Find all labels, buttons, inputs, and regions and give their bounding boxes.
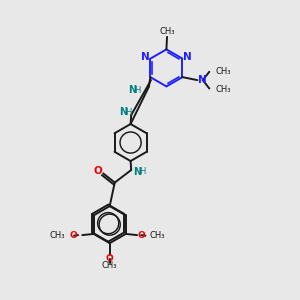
Text: N: N bbox=[141, 52, 150, 62]
Text: O: O bbox=[94, 167, 103, 176]
Text: N: N bbox=[133, 167, 141, 177]
Text: N: N bbox=[198, 75, 207, 85]
Text: N: N bbox=[183, 52, 192, 62]
Text: CH₃: CH₃ bbox=[50, 231, 65, 240]
Text: H: H bbox=[126, 108, 132, 117]
Text: CH₃: CH₃ bbox=[215, 85, 230, 94]
Text: CH₃: CH₃ bbox=[159, 27, 175, 36]
Text: N: N bbox=[119, 107, 127, 117]
Text: CH₃: CH₃ bbox=[215, 67, 230, 76]
Text: H: H bbox=[134, 86, 141, 95]
Text: O: O bbox=[70, 231, 77, 240]
Text: CH₃: CH₃ bbox=[102, 261, 117, 270]
Text: N: N bbox=[128, 85, 136, 95]
Text: O: O bbox=[106, 254, 114, 263]
Text: H: H bbox=[139, 167, 146, 176]
Text: O: O bbox=[137, 231, 145, 240]
Text: CH₃: CH₃ bbox=[150, 231, 165, 240]
